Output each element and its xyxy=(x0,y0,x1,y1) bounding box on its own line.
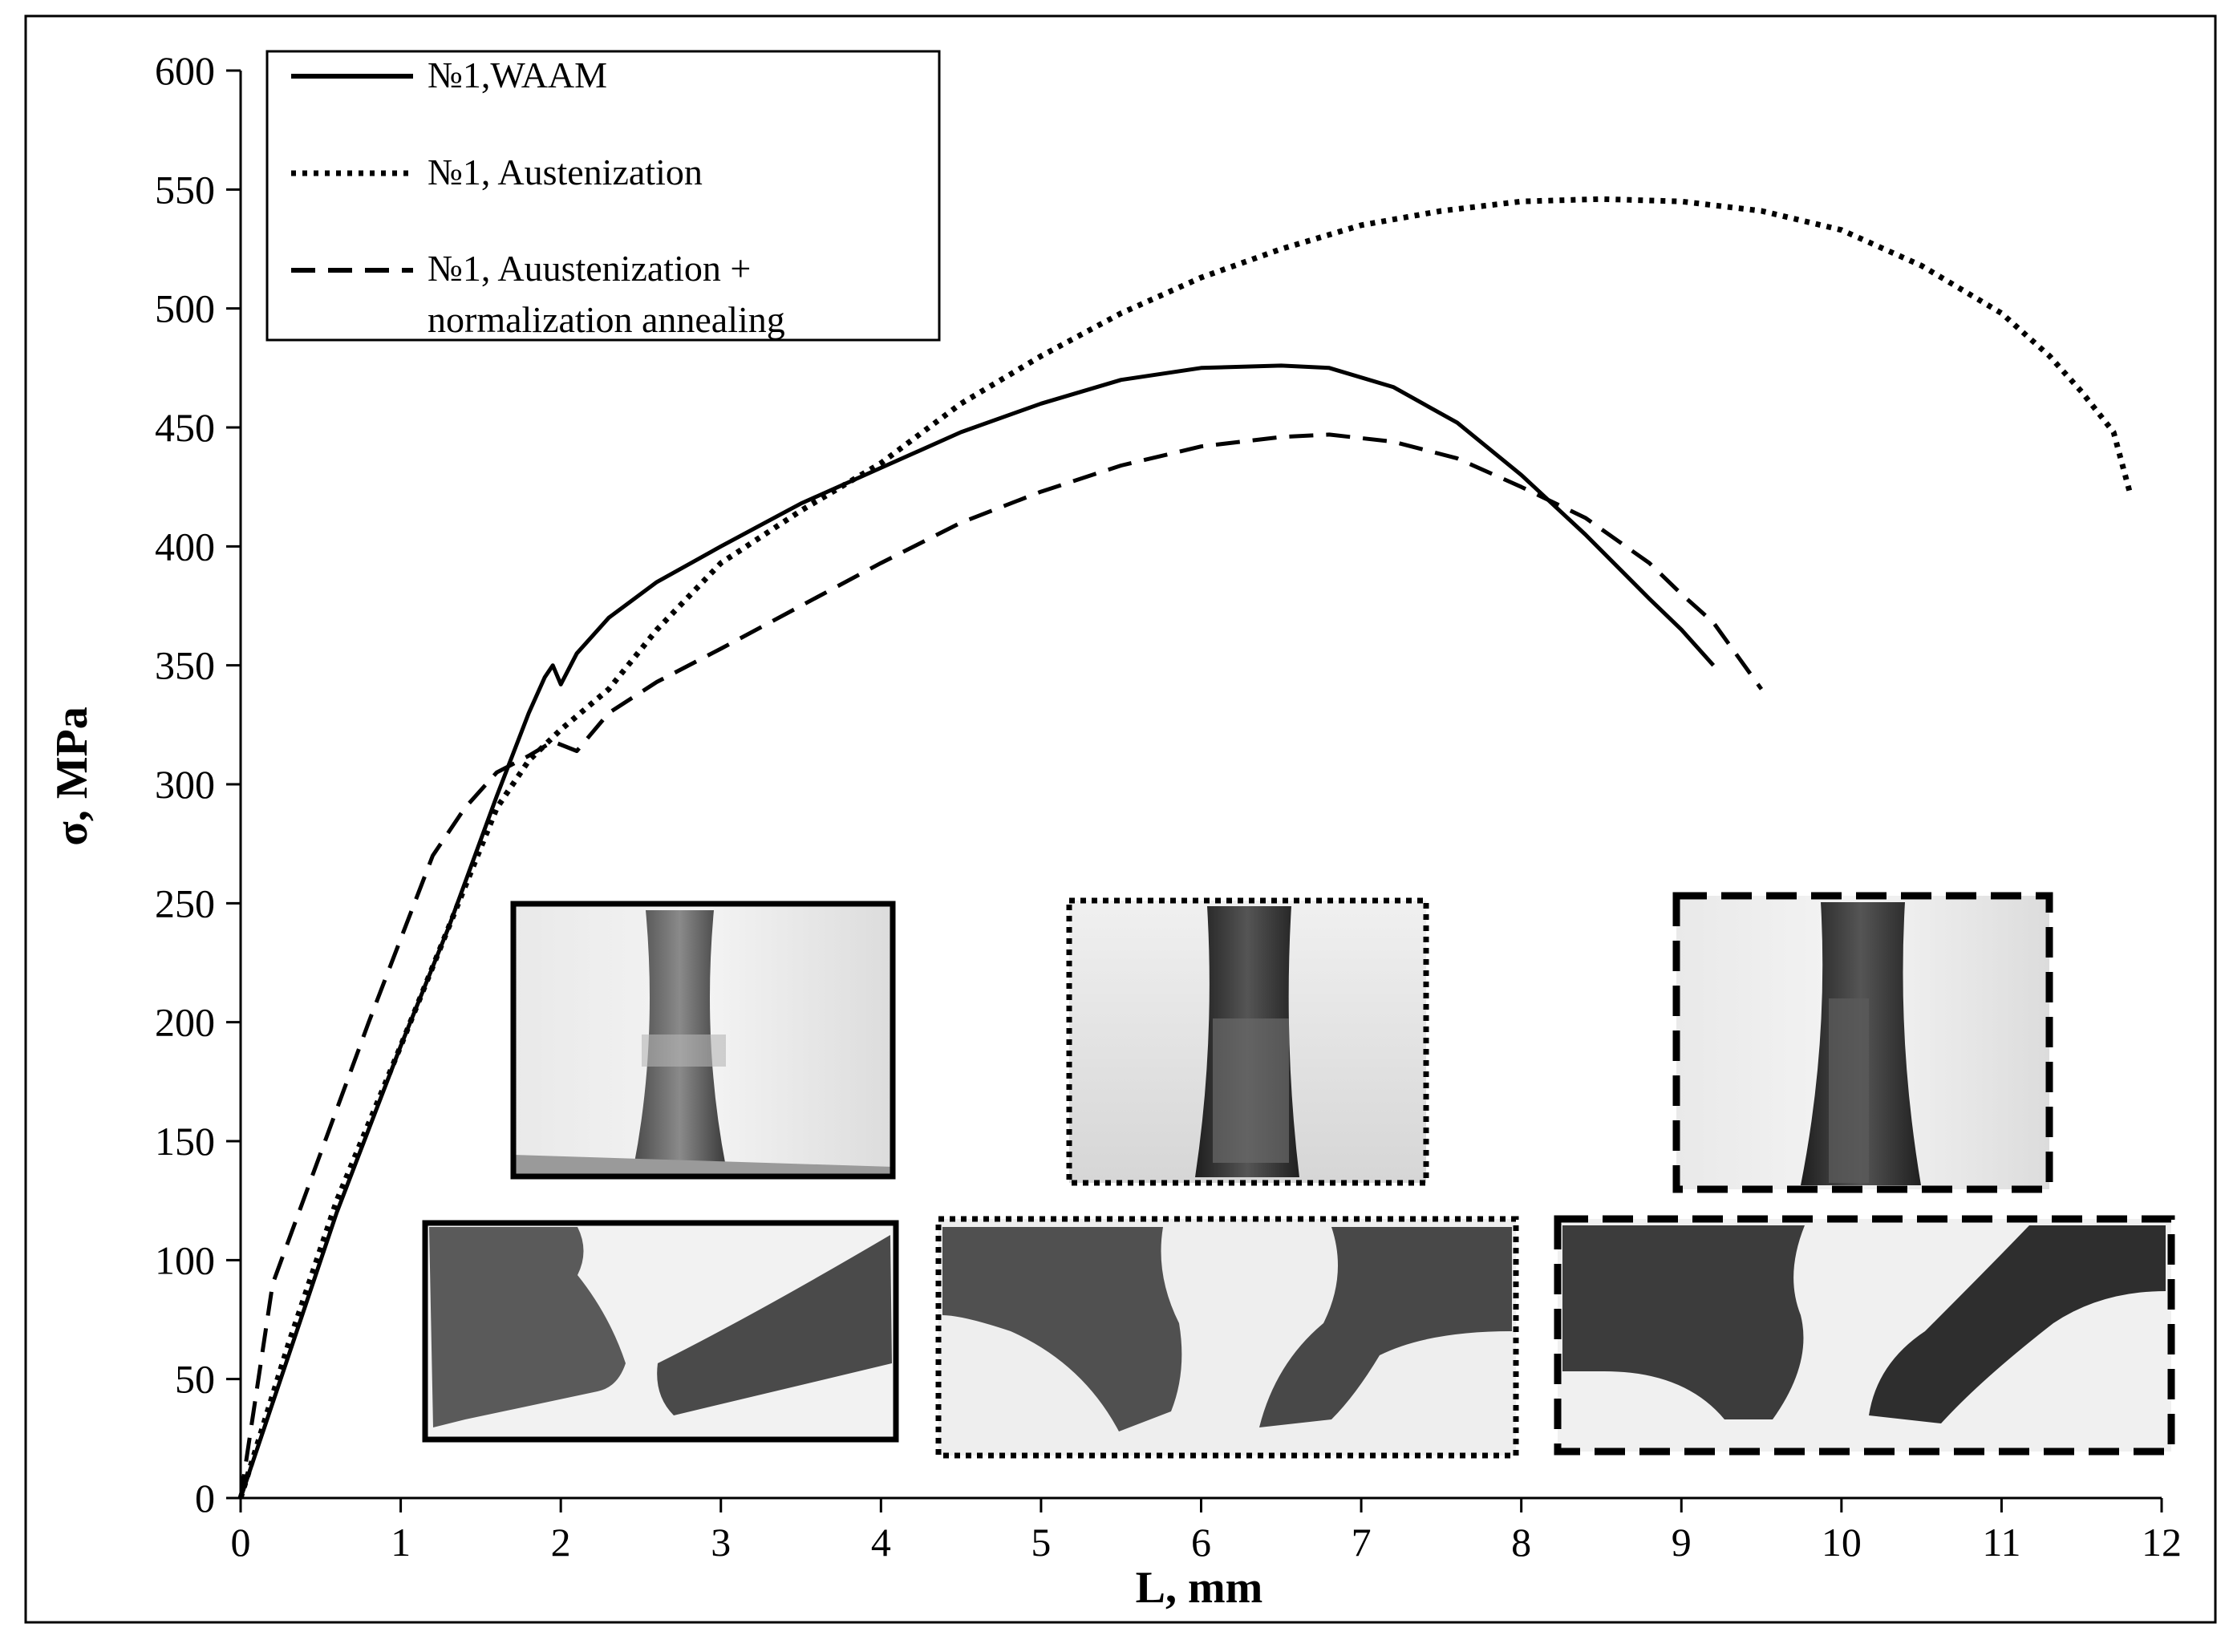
annealed-specimen-photo xyxy=(1672,892,2053,1193)
waam-fracture-photo xyxy=(422,1220,899,1443)
x-axis-title: L, mm xyxy=(1136,1563,1263,1613)
x-tick-label: 10 xyxy=(1822,1520,1862,1565)
y-tick-label: 500 xyxy=(155,286,215,331)
figure-border xyxy=(24,14,2217,1624)
y-tick-label: 350 xyxy=(155,643,215,688)
series-line-3 xyxy=(238,432,1764,1499)
x-tick-label: 7 xyxy=(1352,1520,1372,1565)
series-layer xyxy=(237,196,2133,1500)
x-ticks: 0 1 2 3 4 5 6 7 8 9 10 11 12 xyxy=(231,1498,2182,1565)
x-tick-label: 3 xyxy=(711,1520,731,1565)
y-axis-title: σ, MPa xyxy=(47,707,97,846)
legend-label-waam: №1,WAAM xyxy=(428,55,607,95)
legend-label-annealed-line1: №1, Auustenization + xyxy=(428,248,751,289)
y-tick-label: 0 xyxy=(195,1476,215,1520)
y-tick-label: 450 xyxy=(155,405,215,450)
photo-insets xyxy=(422,892,2175,1459)
y-tick-label: 550 xyxy=(155,167,215,212)
y-ticks: 0 50 100 150 200 250 300 350 400 450 500 550 600 xyxy=(155,48,241,1520)
y-tick-label: 400 xyxy=(155,524,215,569)
x-tick-label: 4 xyxy=(871,1520,891,1565)
y-tick-label: 600 xyxy=(155,48,215,93)
legend-box xyxy=(265,50,941,342)
y-tick-label: 150 xyxy=(155,1119,215,1164)
y-tick-label: 100 xyxy=(155,1237,215,1282)
x-tick-label: 5 xyxy=(1031,1520,1051,1565)
x-tick-label: 0 xyxy=(231,1520,251,1565)
legend: №1,WAAM №1, Austenization №1, Auusteniza… xyxy=(265,50,941,342)
x-tick-label: 11 xyxy=(1982,1520,2020,1565)
x-tick-label: 9 xyxy=(1672,1520,1692,1565)
legend-label-austenization: №1, Austenization xyxy=(428,152,703,192)
x-tick-label: 8 xyxy=(1511,1520,1531,1565)
x-tick-label: 2 xyxy=(551,1520,571,1565)
waam-specimen-photo xyxy=(510,901,896,1180)
y-tick-label: 250 xyxy=(155,881,215,925)
x-tick-label: 1 xyxy=(391,1520,411,1565)
y-tick-label: 50 xyxy=(175,1357,215,1402)
y-tick-label: 200 xyxy=(155,1000,215,1045)
x-tick-label: 12 xyxy=(2142,1520,2182,1565)
legend-label-annealed-line2: normalization annealing xyxy=(428,299,785,340)
y-tick-label: 300 xyxy=(155,762,215,807)
annealed-fracture-photo xyxy=(1554,1215,2175,1456)
series-line-1 xyxy=(238,363,1716,1499)
series-line-2 xyxy=(237,196,2133,1500)
austenization-specimen-photo xyxy=(1066,897,1429,1186)
x-tick-label: 6 xyxy=(1191,1520,1211,1565)
austenization-fracture-photo xyxy=(935,1216,1519,1459)
